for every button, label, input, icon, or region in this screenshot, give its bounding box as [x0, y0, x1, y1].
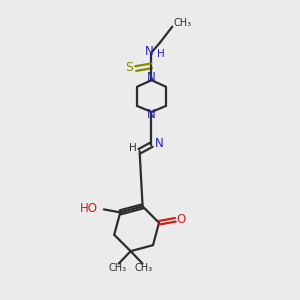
Text: N: N	[154, 137, 163, 150]
Text: S: S	[125, 61, 133, 74]
Text: CH₃: CH₃	[135, 263, 153, 273]
Text: O: O	[177, 213, 186, 226]
Text: N: N	[147, 108, 156, 121]
Text: N: N	[145, 45, 154, 58]
Text: HO: HO	[80, 202, 98, 215]
Text: CH₃: CH₃	[108, 263, 126, 273]
Text: CH₃: CH₃	[174, 18, 192, 28]
Text: H: H	[157, 49, 165, 59]
Text: N: N	[147, 71, 156, 84]
Text: H: H	[129, 142, 137, 153]
